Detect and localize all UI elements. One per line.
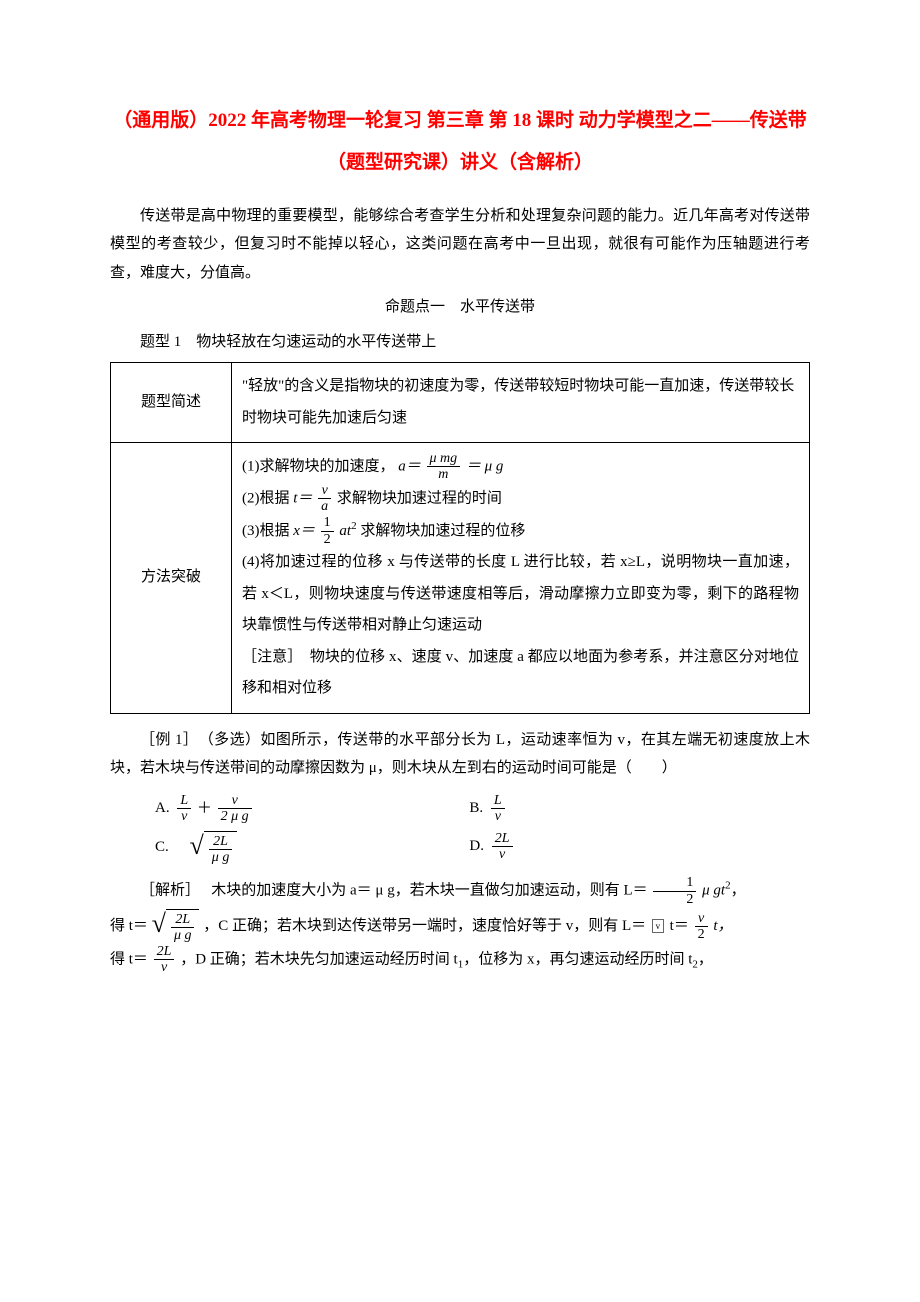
- fraction: 2L μ g: [209, 834, 233, 866]
- fraction: 2L v: [154, 944, 175, 976]
- denominator: m: [427, 467, 461, 482]
- example-stem: ［例 1］ （多选）如图所示，传送带的水平部分长为 L，运动速率恒为 v，在其左…: [110, 726, 810, 783]
- text: 求解物块加速过程的时间: [337, 490, 502, 506]
- text: 得 t＝: [110, 918, 152, 934]
- fraction: L v: [177, 793, 191, 825]
- denominator: 2: [653, 892, 696, 907]
- fraction: v 2 μ g: [218, 793, 252, 825]
- row1-label: 题型简述: [111, 363, 232, 443]
- document-page: （通用版）2022 年高考物理一轮复习 第三章 第 18 课时 动力学模型之二—…: [0, 0, 920, 1302]
- numerator: 1: [653, 875, 696, 891]
- denominator: 2 μ g: [218, 809, 252, 824]
- option-label: D.: [469, 838, 484, 854]
- numerator: v: [695, 911, 708, 927]
- section-heading: 命题点一 水平传送带: [110, 293, 810, 322]
- summary-table: 题型简述 "轻放"的含义是指物块的初速度为零，传送带较短时物块可能一直加速，传送…: [110, 362, 810, 714]
- sqrt-sign: √: [152, 911, 166, 937]
- text: (3)根据: [242, 523, 293, 539]
- analysis-p3: 得 t＝ 2L v ，D 正确；若木块先匀加速运动经历时间 t1，位移为 x，再…: [110, 944, 810, 976]
- option-d: D. 2L v: [469, 831, 783, 866]
- fraction: 1 2: [653, 875, 696, 907]
- numerator: 2L: [209, 834, 233, 850]
- text: t＝: [670, 918, 689, 934]
- fraction: 1 2: [321, 515, 334, 547]
- table-row: 方法突破 (1)求解物块的加速度， a＝ μ mg m ＝ μ g (2)根据 …: [111, 443, 810, 714]
- plus-sign: ＋: [197, 800, 212, 816]
- options-row: C. √ 2L μ g D. 2L v: [155, 831, 810, 866]
- option-label: A.: [155, 800, 170, 816]
- option-b: B. L v: [469, 793, 783, 825]
- sqrt: √ 2L μ g: [152, 909, 200, 944]
- text: ，位移为 x，再匀速运动经历时间 t: [463, 951, 692, 967]
- numerator: μ mg: [427, 451, 461, 467]
- text: ，C 正确；若木块到达传送带另一端时，速度恰好等于 v，则有 L＝: [203, 918, 646, 934]
- text: 求解物块加速过程的位移: [360, 523, 525, 539]
- denominator: μ g: [171, 928, 195, 943]
- sqrt-sign: √: [190, 833, 204, 859]
- text: t，: [713, 918, 732, 934]
- denominator: 2: [321, 532, 334, 547]
- numerator: L: [491, 793, 505, 809]
- row1-content: "轻放"的含义是指物块的初速度为零，传送带较短时物块可能一直加速，传送带较长时物…: [232, 363, 810, 443]
- denominator: v: [491, 809, 505, 824]
- superscript: 2: [351, 520, 357, 532]
- text: ，D 正确；若木块先匀加速运动经历时间 t: [180, 951, 458, 967]
- intro-paragraph: 传送带是高中物理的重要模型，能够综合考查学生分析和处理复杂问题的能力。近几年高考…: [110, 202, 810, 288]
- table-row: 题型简述 "轻放"的含义是指物块的初速度为零，传送带较短时物块可能一直加速，传送…: [111, 363, 810, 443]
- denominator: μ g: [209, 850, 233, 865]
- numerator: 2L: [154, 944, 175, 960]
- row2-label: 方法突破: [111, 443, 232, 714]
- document-title: （通用版）2022 年高考物理一轮复习 第三章 第 18 课时 动力学模型之二—…: [110, 100, 810, 184]
- method-note: ［注意］ 物块的位移 x、速度 v、加速度 a 都应以地面为参考系，并注意区分对…: [242, 642, 799, 705]
- text: t＝: [293, 490, 312, 506]
- analysis-p1: ［解析］ 木块的加速度大小为 a＝ μ g，若木块一直做匀加速运动，则有 L＝ …: [110, 875, 810, 907]
- method-item-2: (2)根据 t＝ v a 求解物块加速过程的时间: [242, 483, 799, 515]
- sqrt-body: 2L μ g: [166, 909, 200, 944]
- text: ，: [698, 951, 713, 967]
- row2-content: (1)求解物块的加速度， a＝ μ mg m ＝ μ g (2)根据 t＝ v …: [232, 443, 810, 714]
- sqrt-body: 2L μ g: [204, 831, 238, 866]
- numerator: 1: [321, 515, 334, 531]
- text: ，: [731, 883, 746, 899]
- denominator: v: [177, 809, 191, 824]
- text: (1)求解物块的加速度，: [242, 458, 395, 474]
- text: at: [339, 523, 351, 539]
- option-c: C. √ 2L μ g: [155, 831, 469, 866]
- denominator: a: [318, 499, 331, 514]
- denominator: v: [492, 847, 513, 862]
- denominator: v: [154, 960, 175, 975]
- text: x＝: [293, 523, 315, 539]
- method-item-1: (1)求解物块的加速度， a＝ μ mg m ＝ μ g: [242, 451, 799, 483]
- numerator: L: [177, 793, 191, 809]
- option-label: B.: [469, 800, 483, 816]
- text: 得 t＝: [110, 951, 148, 967]
- numerator: v: [318, 483, 331, 499]
- text: a＝: [398, 458, 421, 474]
- options-block: A. L v ＋ v 2 μ g B. L v: [155, 793, 810, 866]
- text: (2)根据: [242, 490, 293, 506]
- numerator: 2L: [492, 831, 513, 847]
- options-row: A. L v ＋ v 2 μ g B. L v: [155, 793, 810, 825]
- fraction: L v: [491, 793, 505, 825]
- method-item-4: (4)将加速过程的位移 x 与传送带的长度 L 进行比较，若 x≥L，说明物块一…: [242, 547, 799, 642]
- option-label: C.: [155, 839, 184, 855]
- analysis-p2: 得 t＝ √ 2L μ g ，C 正确；若木块到达传送带另一端时，速度恰好等于 …: [110, 909, 810, 944]
- numerator: v: [218, 793, 252, 809]
- analysis-label: ［解析］: [140, 883, 208, 899]
- fraction: v 2: [695, 911, 708, 943]
- type-heading: 题型 1 物块轻放在匀速运动的水平传送带上: [140, 328, 810, 357]
- text: μ gt: [702, 883, 725, 899]
- fraction: 2L v: [492, 831, 513, 863]
- fraction: v a: [318, 483, 331, 515]
- numerator: 2L: [171, 912, 195, 928]
- text: ＝ μ g: [466, 458, 504, 474]
- text: 木块的加速度大小为 a＝ μ g，若木块一直做匀加速运动，则有 L＝: [211, 883, 647, 899]
- option-a: A. L v ＋ v 2 μ g: [155, 793, 469, 825]
- sqrt: √ 2L μ g: [190, 831, 238, 866]
- denominator: 2: [695, 927, 708, 942]
- fraction: 2L μ g: [171, 912, 195, 944]
- method-item-3: (3)根据 x＝ 1 2 at2 求解物块加速过程的位移: [242, 515, 799, 548]
- fraction: μ mg m: [427, 451, 461, 483]
- boxed-char: v: [652, 919, 664, 933]
